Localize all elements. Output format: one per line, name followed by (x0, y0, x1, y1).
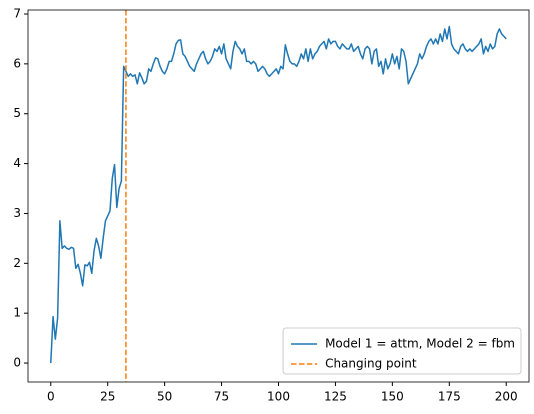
x-tick-label: 0 (47, 390, 55, 404)
y-tick-label: 0 (13, 356, 21, 370)
y-tick-label: 3 (13, 206, 21, 220)
y-tick-label: 2 (13, 256, 21, 270)
x-tick-label: 200 (495, 390, 518, 404)
legend-label: Model 1 = attm, Model 2 = fbm (325, 337, 515, 351)
data-line (50, 25, 507, 364)
y-tick-label: 4 (13, 156, 21, 170)
x-tick-label: 150 (381, 390, 404, 404)
x-tick-label: 125 (324, 390, 347, 404)
y-tick-label: 7 (13, 6, 21, 20)
legend-label: Changing point (325, 357, 417, 371)
x-tick-label: 75 (214, 390, 229, 404)
legend-box (282, 327, 522, 375)
x-tick-label: 50 (157, 390, 172, 404)
axes-frame (27, 9, 530, 383)
y-tick-label: 1 (13, 306, 21, 320)
legend: Model 1 = attm, Model 2 = fbm Changing po… (282, 327, 522, 375)
x-tick-label: 175 (438, 390, 461, 404)
x-tick-label: 25 (100, 390, 115, 404)
y-tick-label: 6 (13, 56, 21, 70)
y-tick-label: 5 (13, 106, 21, 120)
x-tick-label: 100 (267, 390, 290, 404)
